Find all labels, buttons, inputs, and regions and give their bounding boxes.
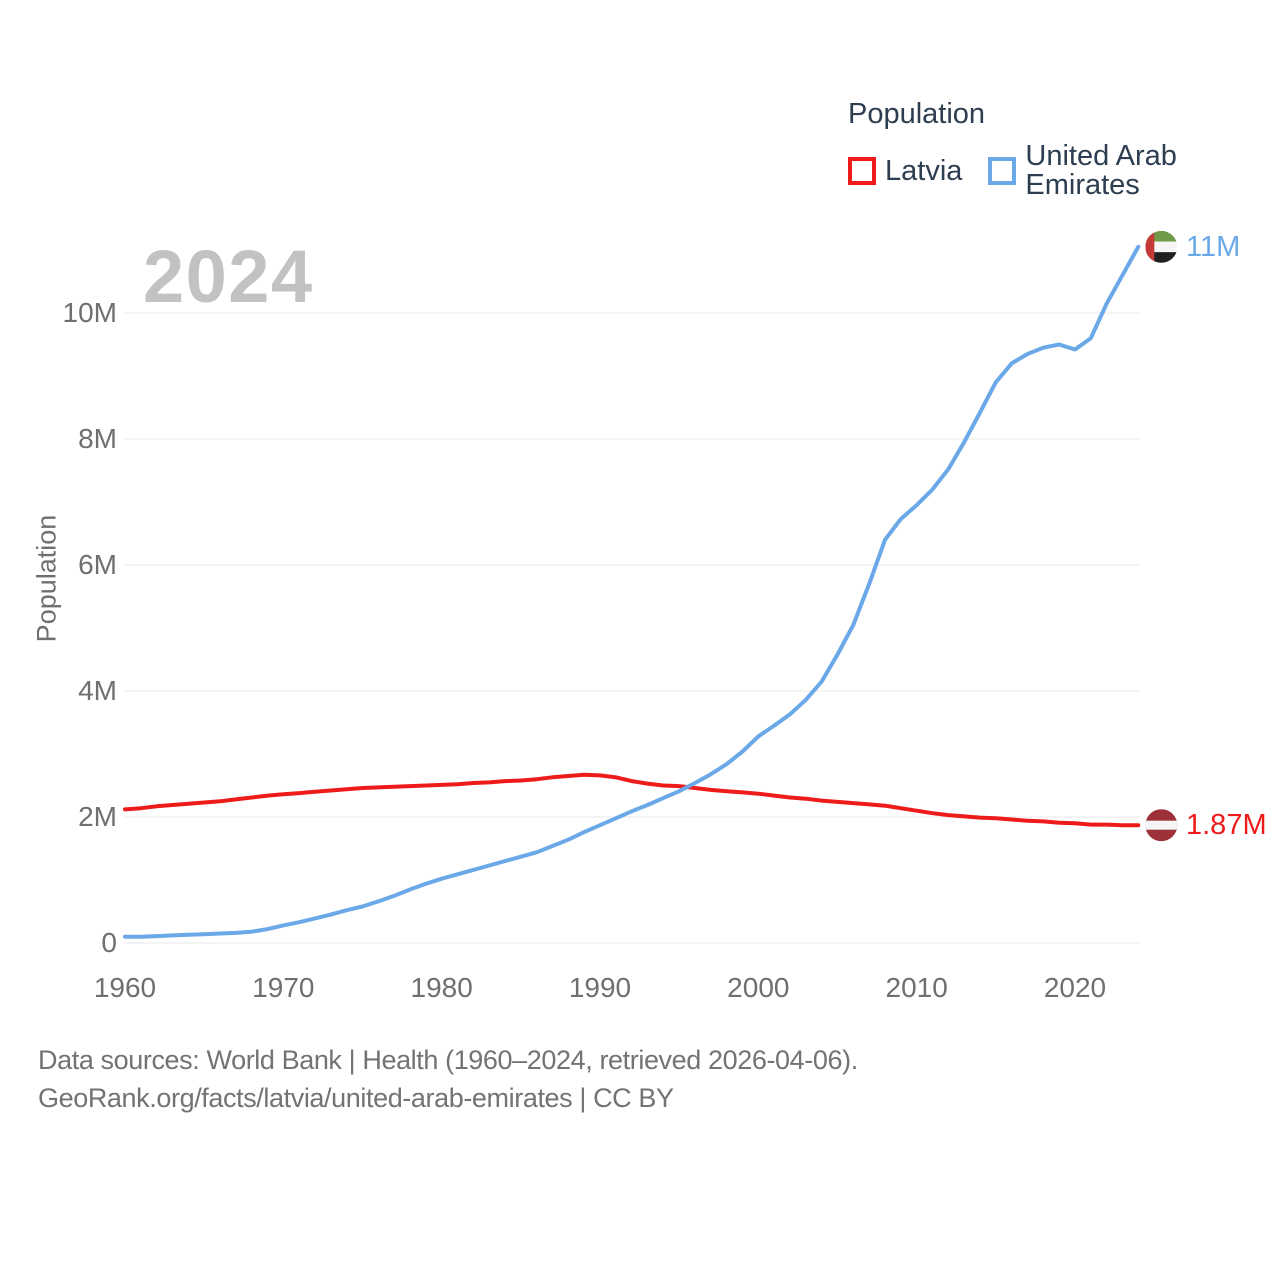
series-line-latvia[interactable] xyxy=(123,772,1141,828)
footer-url: GeoRank.org/facts/latvia/united-arab-emi… xyxy=(38,1083,674,1113)
latvia-flag-icon xyxy=(1145,809,1178,842)
legend-item-united-arab-emirates[interactable]: United Arab Emirates xyxy=(988,142,1280,200)
y-tick-label: 4M xyxy=(78,675,117,706)
x-tick-label: 1960 xyxy=(93,972,157,1003)
series-line-united-arab-emirates[interactable] xyxy=(123,244,1141,939)
y-tick-label: 10M xyxy=(62,297,117,328)
y-tick-label: 8M xyxy=(78,423,117,454)
x-tick-label: 1990 xyxy=(568,972,632,1003)
series-end-label-united-arab-emirates: 11M xyxy=(1186,230,1241,263)
x-tick-label: 1970 xyxy=(252,972,315,1003)
series-end-label-latvia: 1.87M xyxy=(1186,809,1267,842)
united-arab-emirates-swatch-icon xyxy=(988,157,1017,185)
x-tick-label: 2000 xyxy=(727,972,790,1003)
legend-items: Latvia United Arab Emirates xyxy=(848,142,1280,200)
x-tick-label: 2020 xyxy=(1043,972,1107,1003)
legend-label-united-arab-emirates: United Arab Emirates xyxy=(1025,140,1177,201)
legend-label-latvia: Latvia xyxy=(885,154,963,187)
y-tick-label: 6M xyxy=(78,549,117,580)
y-tick-label: 0 xyxy=(101,927,117,958)
legend: Population Latvia United Arab Emirates xyxy=(848,100,1280,200)
footer-data-sources: Data sources: World Bank | Health (1960–… xyxy=(38,1045,858,1075)
legend-title: Population xyxy=(848,98,986,130)
united-arab-emirates-flag-icon xyxy=(1145,230,1178,263)
legend-item-latvia[interactable]: Latvia xyxy=(848,154,963,187)
x-tick-label: 1980 xyxy=(410,972,473,1003)
x-tick-label: 2010 xyxy=(885,972,948,1003)
watermark-year: 2024 xyxy=(143,235,314,318)
latvia-swatch-icon xyxy=(848,157,876,185)
y-tick-label: 2M xyxy=(78,801,117,832)
